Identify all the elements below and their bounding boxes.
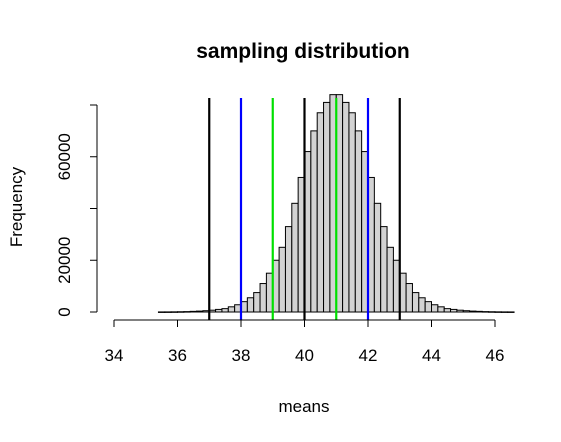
histogram-bar bbox=[196, 310, 204, 313]
histogram-bar bbox=[157, 311, 166, 313]
histogram-bar bbox=[259, 283, 267, 313]
histogram-bar bbox=[291, 202, 299, 313]
histogram-bar bbox=[500, 311, 509, 313]
histogram-bar bbox=[418, 297, 426, 313]
histogram-bar bbox=[507, 311, 515, 313]
histogram-bar bbox=[424, 301, 432, 313]
x-tick-label: 46 bbox=[486, 346, 505, 365]
histogram-bar bbox=[488, 311, 496, 313]
histogram-bar bbox=[354, 130, 363, 313]
histogram-bar bbox=[323, 101, 331, 313]
x-tick-label: 34 bbox=[105, 346, 124, 365]
histogram-bar bbox=[278, 246, 286, 313]
y-axis: 0 20000 60000 bbox=[55, 104, 98, 317]
histogram-bar bbox=[481, 311, 490, 313]
y-tick-label: 60000 bbox=[55, 133, 74, 180]
y-axis-label: Frequency bbox=[7, 166, 26, 247]
histogram-bar bbox=[348, 112, 356, 313]
histogram-bar bbox=[221, 308, 229, 313]
x-tick-label: 40 bbox=[295, 346, 314, 365]
histogram-bar bbox=[170, 311, 178, 313]
chart-title: sampling distribution bbox=[196, 40, 410, 63]
histogram-bar bbox=[405, 283, 413, 313]
histogram-bar bbox=[215, 308, 223, 313]
x-tick-label: 42 bbox=[359, 346, 378, 365]
histogram-bar bbox=[310, 130, 318, 313]
reference-lines bbox=[208, 98, 401, 320]
histogram-bar bbox=[373, 202, 382, 313]
histogram-bar bbox=[437, 306, 445, 313]
histogram-bar bbox=[253, 292, 261, 313]
y-tick-label: 20000 bbox=[55, 237, 74, 284]
histogram-bar bbox=[177, 311, 185, 313]
histogram-bar bbox=[386, 246, 394, 313]
histogram-bar bbox=[443, 308, 452, 313]
x-tick-label: 36 bbox=[168, 346, 187, 365]
histogram-bar bbox=[411, 292, 420, 313]
histogram-bar bbox=[494, 311, 502, 313]
histogram-bar bbox=[475, 310, 483, 313]
histogram-bar bbox=[316, 112, 325, 313]
histogram-bar bbox=[246, 297, 255, 313]
x-axis-label: means bbox=[278, 397, 329, 416]
histogram-bar bbox=[189, 310, 198, 313]
histogram-bar bbox=[456, 309, 464, 313]
histogram-bar bbox=[342, 101, 350, 313]
y-tick-label: 0 bbox=[55, 307, 74, 316]
x-tick-label: 38 bbox=[232, 346, 251, 365]
histogram-bar bbox=[164, 311, 172, 313]
histogram-bar bbox=[462, 310, 471, 313]
histogram-bar bbox=[450, 308, 458, 313]
histogram-bar bbox=[284, 226, 293, 313]
histogram-bar bbox=[227, 306, 236, 313]
histogram-bar bbox=[469, 310, 477, 313]
histogram-bar bbox=[183, 311, 191, 313]
histogram-bar bbox=[431, 304, 439, 313]
x-tick-label: 44 bbox=[422, 346, 441, 365]
histogram-bar bbox=[380, 226, 388, 313]
x-axis: 34 36 38 40 42 44 46 bbox=[105, 319, 505, 365]
